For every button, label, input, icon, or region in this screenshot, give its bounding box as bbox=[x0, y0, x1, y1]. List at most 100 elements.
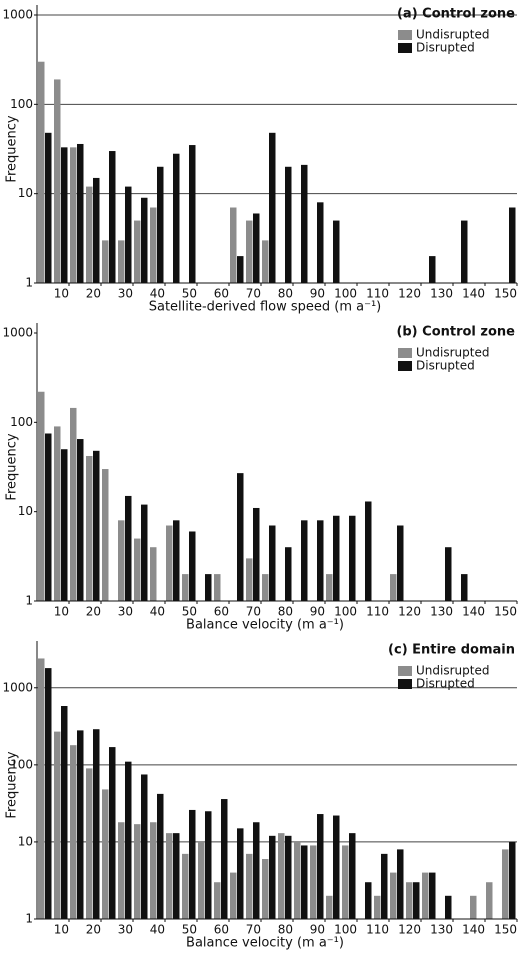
legend-label: Disrupted bbox=[416, 677, 475, 691]
bar bbox=[509, 207, 516, 283]
legend-swatch bbox=[398, 30, 412, 40]
x-tick-label: 110 bbox=[366, 605, 389, 619]
bar bbox=[125, 495, 132, 601]
bar bbox=[422, 872, 429, 919]
bar bbox=[486, 882, 493, 919]
bar bbox=[61, 706, 68, 919]
bar bbox=[70, 407, 77, 601]
y-tick-label: 10 bbox=[18, 504, 33, 518]
x-tick-label: 90 bbox=[310, 287, 325, 301]
y-axis-label: Frequency bbox=[5, 433, 20, 500]
bar bbox=[54, 426, 61, 601]
bar bbox=[118, 520, 125, 601]
bar bbox=[141, 197, 148, 283]
legend-swatch bbox=[398, 43, 412, 53]
bar bbox=[61, 449, 68, 601]
bar bbox=[182, 853, 189, 919]
x-tick-label: 120 bbox=[398, 287, 421, 301]
bar bbox=[189, 145, 196, 283]
y-tick-label: 10 bbox=[18, 834, 33, 848]
x-tick-label: 60 bbox=[214, 923, 229, 937]
x-tick-label: 20 bbox=[86, 287, 101, 301]
bar bbox=[102, 240, 109, 283]
bar bbox=[317, 202, 324, 283]
bar bbox=[349, 833, 356, 919]
x-tick-label: 110 bbox=[366, 287, 389, 301]
x-tick-label: 30 bbox=[118, 605, 133, 619]
bar bbox=[445, 895, 452, 919]
bar bbox=[374, 895, 381, 919]
x-tick-label: 130 bbox=[430, 287, 453, 301]
bar bbox=[38, 61, 45, 283]
bar bbox=[381, 853, 388, 919]
bar bbox=[86, 768, 93, 919]
x-tick-label: 40 bbox=[150, 923, 165, 937]
x-tick-label: 50 bbox=[182, 605, 197, 619]
bar bbox=[461, 574, 468, 601]
bar bbox=[285, 835, 292, 919]
bar bbox=[246, 558, 253, 601]
bar bbox=[109, 747, 116, 919]
bar bbox=[182, 574, 189, 601]
x-tick-label: 50 bbox=[182, 287, 197, 301]
bar bbox=[77, 143, 84, 283]
bar bbox=[413, 882, 420, 919]
bar bbox=[397, 849, 404, 919]
bar bbox=[134, 538, 141, 601]
x-tick-label: 150 bbox=[494, 605, 517, 619]
x-tick-label: 100 bbox=[334, 923, 357, 937]
bar bbox=[221, 799, 228, 919]
x-tick-label: 100 bbox=[334, 287, 357, 301]
x-tick-label: 150 bbox=[494, 923, 517, 937]
bar bbox=[253, 213, 260, 283]
bar bbox=[429, 872, 436, 919]
bar bbox=[342, 845, 349, 919]
y-tick-label: 1000 bbox=[2, 8, 33, 22]
bar bbox=[502, 849, 509, 919]
bar bbox=[70, 745, 77, 919]
bar bbox=[294, 841, 301, 919]
legend-swatch bbox=[398, 361, 412, 371]
bar bbox=[93, 177, 100, 283]
legend-label: Disrupted bbox=[416, 41, 475, 55]
bar bbox=[134, 824, 141, 919]
y-tick-label: 1 bbox=[25, 912, 33, 926]
legend-swatch bbox=[398, 666, 412, 676]
bar bbox=[38, 391, 45, 601]
y-tick-label: 100 bbox=[10, 415, 33, 429]
bar bbox=[246, 853, 253, 919]
bar bbox=[333, 515, 340, 601]
bar bbox=[365, 882, 372, 919]
y-tick-label: 10 bbox=[18, 186, 33, 200]
bar bbox=[253, 822, 260, 919]
bar bbox=[262, 574, 269, 601]
bar bbox=[166, 525, 173, 601]
bar bbox=[173, 153, 180, 283]
x-tick-label: 140 bbox=[462, 605, 485, 619]
bar bbox=[109, 151, 116, 283]
y-axis-label: Frequency bbox=[5, 115, 20, 182]
x-tick-label: 110 bbox=[366, 923, 389, 937]
bar bbox=[189, 809, 196, 919]
chart-title: (a) Control zone bbox=[397, 7, 515, 22]
bar bbox=[77, 730, 84, 919]
bar bbox=[70, 147, 77, 283]
bar bbox=[166, 833, 173, 919]
bar bbox=[61, 147, 68, 283]
bar bbox=[173, 520, 180, 601]
bar bbox=[390, 872, 397, 919]
bar bbox=[445, 547, 452, 601]
bar bbox=[134, 220, 141, 283]
x-tick-label: 80 bbox=[278, 923, 293, 937]
bar bbox=[285, 166, 292, 283]
chart-title: (b) Control zone bbox=[396, 325, 515, 340]
x-tick-label: 30 bbox=[118, 287, 133, 301]
x-tick-label: 130 bbox=[430, 605, 453, 619]
y-axis-label: Frequency bbox=[5, 751, 20, 818]
bar bbox=[429, 256, 436, 283]
x-tick-label: 70 bbox=[246, 923, 261, 937]
bar bbox=[198, 841, 205, 919]
bar bbox=[141, 774, 148, 919]
y-tick-label: 100 bbox=[10, 97, 33, 111]
